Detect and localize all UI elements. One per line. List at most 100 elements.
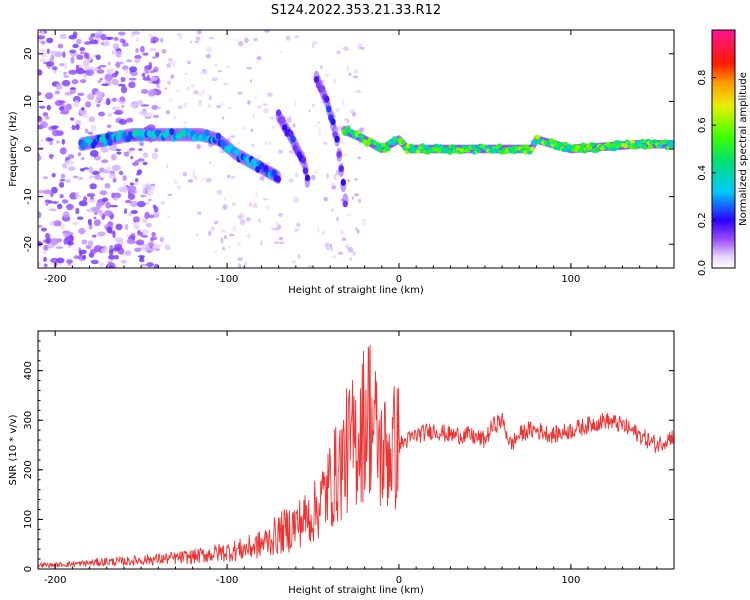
heatmap-cell xyxy=(342,46,349,52)
spectrogram-y-tick-label: 0 xyxy=(23,146,34,152)
heatmap-cell xyxy=(101,134,107,142)
heatmap-cell xyxy=(320,85,326,93)
heatmap-cell xyxy=(126,59,132,63)
heatmap-cell xyxy=(72,175,79,179)
heatmap-cell xyxy=(377,147,383,152)
heatmap-cell xyxy=(494,147,500,153)
heatmap-cell xyxy=(92,234,97,238)
heatmap-cell xyxy=(279,241,284,245)
heatmap-cell xyxy=(59,178,66,182)
heatmap-cell xyxy=(99,77,103,81)
heatmap-cell xyxy=(103,40,111,48)
heatmap-cell xyxy=(335,50,341,55)
heatmap-cell xyxy=(580,142,586,147)
heatmap-cell xyxy=(326,173,330,179)
heatmap-cell xyxy=(80,51,85,55)
heatmap-cell xyxy=(187,179,194,183)
heatmap-cell xyxy=(198,91,203,98)
heatmap-cell xyxy=(223,197,227,200)
heatmap-cell xyxy=(237,242,241,247)
heatmap-cell xyxy=(324,242,330,248)
heatmap-cell xyxy=(349,109,355,114)
heatmap-cell xyxy=(219,102,224,107)
heatmap-cell xyxy=(320,65,323,70)
heatmap-cell xyxy=(115,148,122,152)
heatmap-cell xyxy=(288,150,295,154)
heatmap-cell xyxy=(159,237,165,243)
heatmap-cell xyxy=(239,219,246,226)
heatmap-cell xyxy=(169,98,172,103)
heatmap-cell xyxy=(400,140,406,145)
heatmap-cell xyxy=(256,56,262,61)
heatmap-cell xyxy=(227,245,232,248)
heatmap-cell xyxy=(178,33,183,40)
heatmap-cell xyxy=(345,244,350,250)
heatmap-cell xyxy=(151,80,160,84)
heatmap-cell xyxy=(104,210,113,217)
heatmap-cell xyxy=(124,223,129,231)
heatmap-cell xyxy=(385,146,391,152)
heatmap-cell xyxy=(78,249,87,255)
heatmap-cell xyxy=(433,143,439,148)
heatmap-cell xyxy=(346,65,349,72)
heatmap-cell xyxy=(81,239,88,245)
heatmap-cell xyxy=(63,62,68,69)
heatmap-cell xyxy=(78,227,86,235)
heatmap-cell xyxy=(81,107,85,111)
heatmap-cell xyxy=(186,86,190,91)
heatmap-cell xyxy=(257,105,262,109)
heatmap-cell xyxy=(40,40,46,44)
heatmap-cell xyxy=(150,76,158,82)
heatmap-cell xyxy=(136,101,144,106)
heatmap-cell xyxy=(107,260,113,264)
heatmap-cell xyxy=(89,183,97,190)
heatmap-cell xyxy=(253,96,257,100)
heatmap-cell xyxy=(85,68,95,76)
heatmap-cell xyxy=(149,70,155,74)
heatmap-cell xyxy=(234,148,240,156)
heatmap-cell xyxy=(349,257,352,261)
heatmap-cell xyxy=(207,104,211,108)
heatmap-cell xyxy=(138,148,143,152)
snr-x-label: Height of straight line (km) xyxy=(288,585,424,596)
heatmap-cell xyxy=(60,110,69,115)
heatmap-cell xyxy=(150,237,155,242)
heatmap-cell xyxy=(148,89,158,96)
heatmap-cell xyxy=(40,121,48,129)
heatmap-cell xyxy=(141,244,151,252)
heatmap-cell xyxy=(39,105,46,109)
heatmap-cell xyxy=(484,145,490,150)
heatmap-cell xyxy=(38,116,43,123)
colorbar-tick-label: 0.6 xyxy=(697,117,708,133)
heatmap-cell xyxy=(75,207,80,215)
heatmap-cell xyxy=(77,92,85,97)
heatmap-cell xyxy=(342,154,348,157)
heatmap-cell xyxy=(129,182,135,186)
heatmap-cell xyxy=(98,111,106,117)
heatmap-cell xyxy=(357,198,362,204)
heatmap-cell xyxy=(109,204,118,208)
heatmap-cell xyxy=(59,147,67,155)
heatmap-cell xyxy=(124,68,129,75)
heatmap-cell xyxy=(46,48,50,55)
heatmap-cell xyxy=(142,152,149,158)
heatmap-cell xyxy=(113,111,121,115)
heatmap-cell xyxy=(259,176,265,181)
heatmap-cell xyxy=(129,33,135,38)
heatmap-cell xyxy=(42,112,49,117)
heatmap-cell xyxy=(79,47,86,52)
heatmap-cell xyxy=(57,203,63,210)
heatmap-cell xyxy=(419,143,425,148)
heatmap-cell xyxy=(160,37,164,43)
heatmap-cell xyxy=(183,102,187,108)
heatmap-cell xyxy=(342,237,346,241)
heatmap-cell xyxy=(82,60,90,67)
heatmap-cell xyxy=(312,103,315,108)
spectrogram-y-tick-label: -20 xyxy=(23,236,34,252)
heatmap-cell xyxy=(347,179,350,183)
heatmap-cell xyxy=(342,99,345,106)
heatmap-cell xyxy=(45,92,54,100)
heatmap-cell xyxy=(134,54,142,60)
heatmap-cell xyxy=(127,185,137,192)
heatmap-cell xyxy=(97,80,102,84)
